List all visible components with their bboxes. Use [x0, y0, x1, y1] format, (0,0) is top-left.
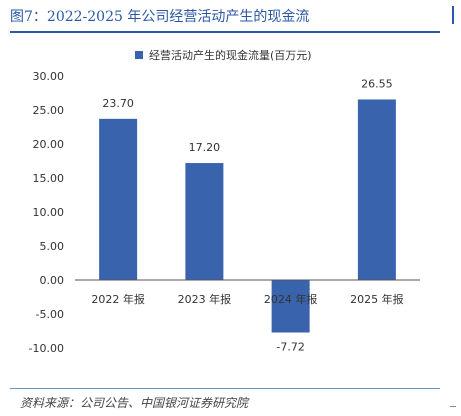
category-label: 2023 年报: [178, 292, 232, 306]
source-rule: [10, 388, 440, 389]
bars: [99, 99, 396, 333]
bar: [99, 118, 138, 280]
y-axis: 30.00 25.00 20.00 15.00 10.00 5.00 0.00 -5.00 -1…: [29, 70, 64, 355]
category-label: 2022 年报: [91, 292, 145, 306]
title-rule: [10, 31, 440, 33]
data-label: 23.70: [102, 97, 134, 110]
bar: [185, 163, 224, 280]
y-tick-label: -5.00: [36, 308, 64, 321]
category-label: 2024 年报: [264, 292, 318, 306]
bar: [357, 99, 396, 281]
figure-title: 图7：2022-2025 年公司经营活动产生的现金流: [10, 9, 310, 25]
bar: [271, 280, 310, 333]
legend-swatch: [135, 51, 143, 59]
data-label: 17.20: [189, 141, 221, 154]
category-labels: 2022 年报 2023 年报 2024 年报 2025 年报: [91, 292, 403, 306]
data-label: 26.55: [361, 77, 393, 90]
data-labels: 23.70 17.20 -7.72 26.55: [102, 77, 392, 353]
legend-label: 经营活动产生的现金流量(百万元): [149, 48, 312, 62]
y-tick-label: 10.00: [33, 206, 65, 219]
y-tick-label: 15.00: [33, 172, 65, 185]
y-tick-label: 30.00: [33, 70, 65, 83]
category-label: 2025 年报: [350, 292, 404, 306]
y-tick-label: -10.00: [29, 342, 64, 355]
edge-mark: [450, 394, 456, 407]
chart-legend: 经营活动产生的现金流量(百万元): [135, 48, 312, 62]
y-tick-label: 25.00: [33, 104, 65, 117]
source-note: 资料来源：公司公告、中国银河证券研究院: [20, 396, 249, 410]
y-tick-label: 0.00: [40, 274, 65, 287]
y-tick-label: 5.00: [40, 240, 65, 253]
data-label: -7.72: [276, 340, 304, 353]
y-tick-label: 20.00: [33, 138, 65, 151]
edge-mark: [452, 6, 454, 24]
